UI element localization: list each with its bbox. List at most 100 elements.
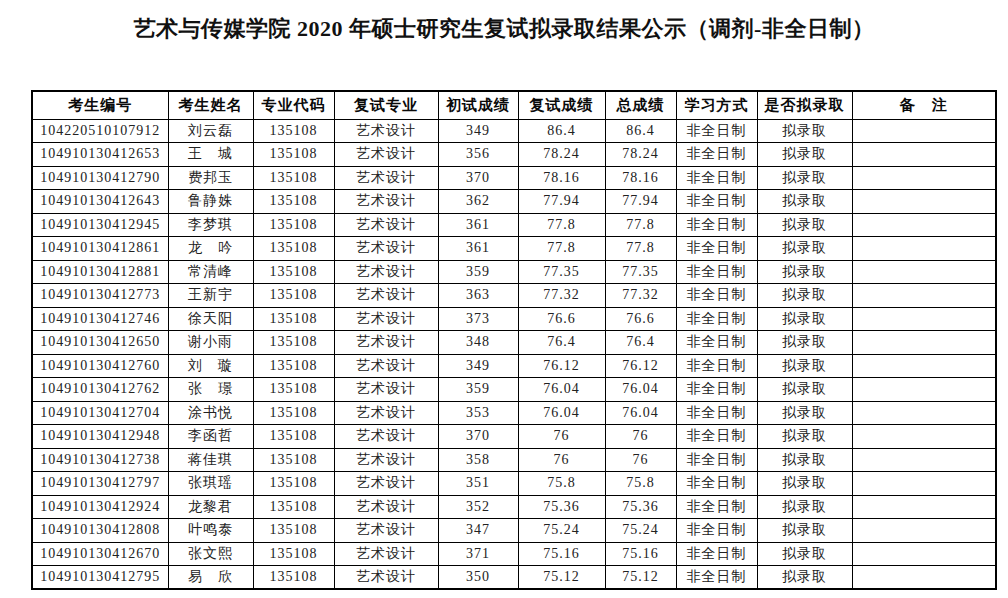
cell-retest-score: 75.16: [518, 542, 605, 566]
cell-total-score: 77.32: [605, 284, 676, 308]
cell-admission-status: 拟录取: [757, 213, 852, 237]
cell-admission-status: 拟录取: [757, 542, 852, 566]
cell-initial-score: 347: [438, 519, 518, 543]
table-row: 104910130412795易 欣135108艺术设计35075.1275.1…: [32, 566, 996, 590]
cell-remarks: [852, 166, 996, 190]
cell-remarks: [852, 307, 996, 331]
column-header-major-code: 专业代码: [253, 91, 334, 119]
cell-candidate-id: 104910130412945: [32, 213, 168, 237]
cell-candidate-id: 104910130412924: [32, 495, 168, 519]
table-row: 104910130412773王新宇135108艺术设计36377.3277.3…: [32, 284, 996, 308]
cell-study-mode: 非全日制: [676, 378, 757, 402]
document-page: 艺术与传媒学院 2020 年硕士研究生复试拟录取结果公示（调剂-非全日制） 考生…: [0, 14, 1008, 598]
cell-total-score: 76.4: [605, 331, 676, 355]
cell-study-mode: 非全日制: [676, 284, 757, 308]
cell-study-mode: 非全日制: [676, 307, 757, 331]
cell-retest-score: 78.16: [518, 166, 605, 190]
page-title: 艺术与传媒学院 2020 年硕士研究生复试拟录取结果公示（调剂-非全日制）: [0, 14, 1008, 44]
cell-initial-score: 356: [438, 143, 518, 167]
cell-name: 龙黎君: [168, 495, 253, 519]
cell-study-mode: 非全日制: [676, 542, 757, 566]
cell-initial-score: 359: [438, 260, 518, 284]
cell-total-score: 75.24: [605, 519, 676, 543]
cell-name: 王新宇: [168, 284, 253, 308]
cell-initial-score: 361: [438, 237, 518, 261]
column-header-candidate-id: 考生编号: [32, 91, 168, 119]
cell-admission-status: 拟录取: [757, 378, 852, 402]
cell-total-score: 76.04: [605, 378, 676, 402]
cell-retest-major: 艺术设计: [334, 166, 438, 190]
cell-remarks: [852, 119, 996, 143]
cell-study-mode: 非全日制: [676, 213, 757, 237]
column-header-remarks: 备 注: [852, 91, 996, 119]
table-row: 104910130412797张琪瑶135108艺术设计35175.875.8非…: [32, 472, 996, 496]
cell-admission-status: 拟录取: [757, 354, 852, 378]
cell-study-mode: 非全日制: [676, 143, 757, 167]
cell-admission-status: 拟录取: [757, 190, 852, 214]
cell-retest-score: 77.8: [518, 213, 605, 237]
cell-total-score: 77.8: [605, 213, 676, 237]
cell-name: 蒋佳琪: [168, 448, 253, 472]
cell-candidate-id: 104910130412881: [32, 260, 168, 284]
cell-admission-status: 拟录取: [757, 143, 852, 167]
cell-total-score: 77.8: [605, 237, 676, 261]
cell-candidate-id: 104910130412643: [32, 190, 168, 214]
cell-total-score: 76: [605, 448, 676, 472]
cell-candidate-id: 104910130412948: [32, 425, 168, 449]
cell-name: 张琪瑶: [168, 472, 253, 496]
cell-retest-score: 76: [518, 448, 605, 472]
cell-admission-status: 拟录取: [757, 495, 852, 519]
cell-retest-major: 艺术设计: [334, 213, 438, 237]
cell-admission-status: 拟录取: [757, 237, 852, 261]
table-row: 104910130412650谢小雨135108艺术设计34876.476.4非…: [32, 331, 996, 355]
cell-name: 李函哲: [168, 425, 253, 449]
cell-name: 易 欣: [168, 566, 253, 590]
cell-total-score: 77.94: [605, 190, 676, 214]
cell-total-score: 76: [605, 425, 676, 449]
cell-retest-major: 艺术设计: [334, 448, 438, 472]
cell-initial-score: 370: [438, 166, 518, 190]
cell-retest-major: 艺术设计: [334, 495, 438, 519]
cell-total-score: 78.16: [605, 166, 676, 190]
cell-remarks: [852, 284, 996, 308]
cell-study-mode: 非全日制: [676, 237, 757, 261]
cell-retest-major: 艺术设计: [334, 354, 438, 378]
table-row: 104910130412945李梦琪135108艺术设计36177.877.8非…: [32, 213, 996, 237]
cell-admission-status: 拟录取: [757, 425, 852, 449]
cell-retest-major: 艺术设计: [334, 284, 438, 308]
cell-retest-score: 86.4: [518, 119, 605, 143]
table-row: 104910130412881常清峰135108艺术设计35977.3577.3…: [32, 260, 996, 284]
cell-initial-score: 352: [438, 495, 518, 519]
column-header-name: 考生姓名: [168, 91, 253, 119]
cell-retest-score: 76.04: [518, 401, 605, 425]
cell-retest-major: 艺术设计: [334, 378, 438, 402]
cell-retest-major: 艺术设计: [334, 237, 438, 261]
cell-remarks: [852, 190, 996, 214]
cell-candidate-id: 104910130412653: [32, 143, 168, 167]
cell-retest-major: 艺术设计: [334, 190, 438, 214]
cell-remarks: [852, 378, 996, 402]
cell-initial-score: 351: [438, 472, 518, 496]
cell-name: 涂书悦: [168, 401, 253, 425]
cell-major-code: 135108: [253, 213, 334, 237]
cell-initial-score: 370: [438, 425, 518, 449]
cell-candidate-id: 104910130412795: [32, 566, 168, 590]
cell-name: 鲁静姝: [168, 190, 253, 214]
cell-major-code: 135108: [253, 495, 334, 519]
cell-major-code: 135108: [253, 472, 334, 496]
cell-remarks: [852, 542, 996, 566]
cell-candidate-id: 104910130412746: [32, 307, 168, 331]
cell-initial-score: 358: [438, 448, 518, 472]
cell-retest-score: 78.24: [518, 143, 605, 167]
cell-retest-major: 艺术设计: [334, 260, 438, 284]
cell-candidate-id: 104910130412790: [32, 166, 168, 190]
cell-candidate-id: 104910130412650: [32, 331, 168, 355]
column-header-total-score: 总成绩: [605, 91, 676, 119]
cell-name: 王 城: [168, 143, 253, 167]
cell-admission-status: 拟录取: [757, 331, 852, 355]
cell-initial-score: 373: [438, 307, 518, 331]
column-header-initial-score: 初试成绩: [438, 91, 518, 119]
cell-major-code: 135108: [253, 143, 334, 167]
cell-candidate-id: 104910130412773: [32, 284, 168, 308]
cell-total-score: 78.24: [605, 143, 676, 167]
